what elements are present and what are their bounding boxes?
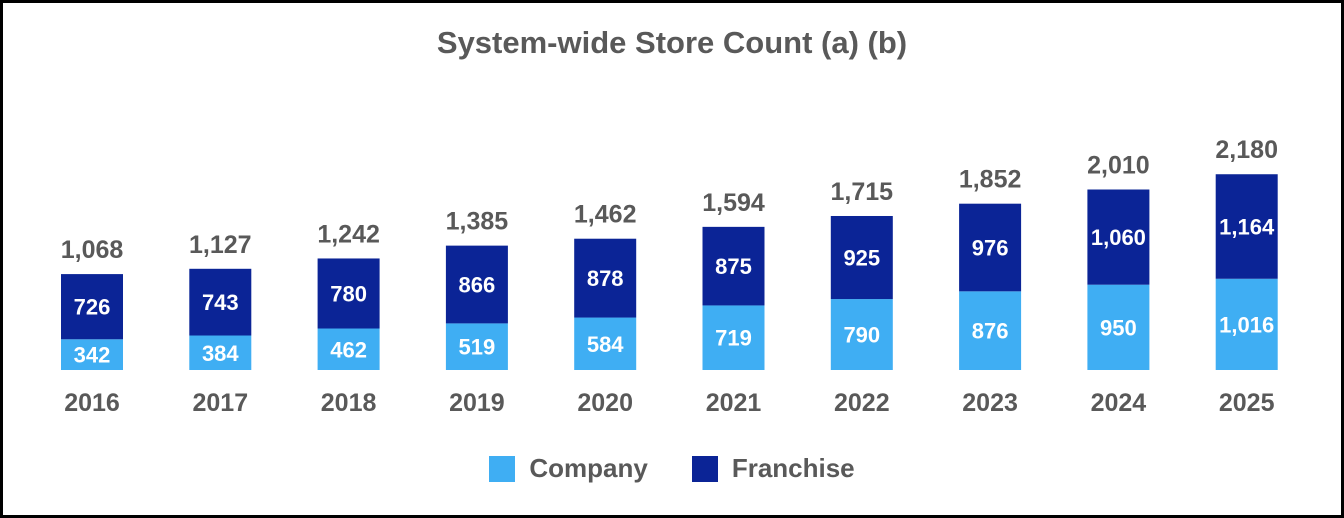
x-tick-label-2019: 2019 [449,389,505,417]
total-label-2023: 1,852 [959,166,1022,194]
bar-franchise-2017 [189,268,252,336]
bar-company-2018 [317,328,380,370]
legend-swatch-company [489,455,516,482]
bar-franchise-2021 [702,226,765,306]
legend-item-company: Company [489,453,648,484]
data-label-franchise-2019: 866 [459,273,496,298]
total-label-2021: 1,594 [702,189,765,217]
bar-company-2024 [1087,284,1150,370]
bar-company-2025 [1215,278,1278,370]
bar-franchise-2019 [445,245,508,324]
data-label-company-2016: 342 [74,343,111,368]
x-tick-label-2020: 2020 [577,389,633,417]
x-tick-label-2022: 2022 [834,389,890,417]
legend-label-company: Company [529,453,648,483]
data-label-franchise-2023: 976 [972,236,1009,261]
x-tick-label-2025: 2025 [1219,389,1275,417]
data-label-franchise-2024: 1,060 [1091,225,1146,250]
data-label-company-2021: 719 [715,326,752,351]
data-label-company-2024: 950 [1100,315,1137,340]
bar-franchise-2023 [959,203,1022,292]
x-tick-label-2017: 2017 [192,389,248,417]
data-label-franchise-2022: 925 [843,246,880,271]
legend-swatch-franchise [691,455,718,482]
x-tick-label-2018: 2018 [321,389,377,417]
bar-company-2016 [61,339,123,370]
data-label-franchise-2025: 1,164 [1219,214,1275,239]
data-label-company-2022: 790 [843,323,880,348]
data-label-company-2018: 462 [330,337,367,362]
total-label-2017: 1,127 [189,231,252,259]
data-label-franchise-2020: 878 [587,266,624,291]
bar-franchise-2025 [1215,174,1278,279]
x-tick-label-2016: 2016 [64,389,120,417]
bar-company-2020 [574,317,637,370]
total-label-2022: 1,715 [831,178,894,206]
bar-company-2019 [445,323,508,370]
total-label-2018: 1,242 [317,220,380,248]
x-tick-label-2023: 2023 [962,389,1018,417]
chart-legend: Company Franchise [3,453,1341,484]
bar-franchise-2022 [830,215,893,300]
total-label-2024: 2,010 [1087,152,1150,180]
data-label-franchise-2021: 875 [715,254,752,279]
bar-company-2021 [702,305,765,370]
data-label-company-2017: 384 [202,341,239,366]
bar-company-2023 [959,291,1022,370]
chart-title: System-wide Store Count (a) (b) [436,25,908,60]
x-tick-label-2024: 2024 [1091,389,1147,417]
data-label-company-2019: 519 [459,335,496,360]
bar-franchise-2020 [574,238,637,318]
stacked-bar-chart: 342 726 1,068 2016 384 743 1,127 2017 462 780 1,24… [61,136,1278,417]
legend-label-franchise: Franchise [731,453,855,483]
total-label-2019: 1,385 [446,208,509,236]
data-label-franchise-2016: 726 [74,295,111,320]
data-label-company-2025: 1,016 [1219,312,1274,337]
legend-item-franchise: Franchise [691,453,855,484]
data-label-franchise-2018: 780 [330,281,367,306]
data-label-company-2023: 876 [972,319,1009,344]
x-tick-label-2021: 2021 [706,389,762,417]
total-label-2025: 2,180 [1215,136,1278,164]
total-label-2016: 1,068 [61,236,124,264]
total-label-2020: 1,462 [574,201,637,229]
bar-company-2022 [830,299,893,370]
data-label-company-2020: 584 [587,332,624,357]
data-label-franchise-2017: 743 [202,290,239,315]
bar-franchise-2024 [1087,189,1150,285]
bar-company-2017 [189,335,252,370]
bar-franchise-2018 [317,258,380,329]
bar-franchise-2016 [61,274,123,340]
